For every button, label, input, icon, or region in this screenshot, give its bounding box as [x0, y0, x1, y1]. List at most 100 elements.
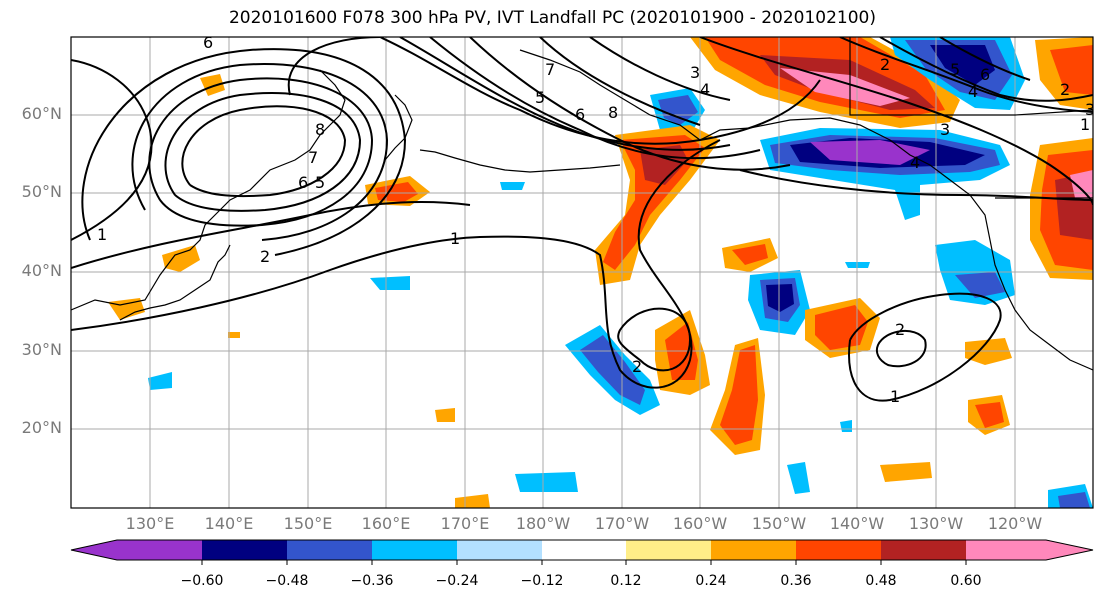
contour-label: 2 — [632, 357, 642, 376]
longitude-label: 120°W — [987, 514, 1043, 533]
coastlines — [71, 37, 1093, 371]
negative-anomaly-region — [1058, 492, 1090, 508]
map-frame — [70, 36, 1094, 509]
colorbar-tick-label: −0.12 — [520, 573, 564, 589]
longitude-label: 150°E — [283, 514, 333, 533]
colorbar-segment — [626, 540, 711, 560]
colorbar-segment — [966, 540, 1046, 560]
contour-label: 4 — [910, 153, 920, 172]
longitude-label: 150°W — [751, 514, 807, 533]
colorbar-segment — [287, 540, 372, 560]
colorbar-tick-label: 0.12 — [610, 573, 642, 589]
negative-anomaly-region — [658, 95, 698, 125]
colorbar-segment — [796, 540, 881, 560]
contour-label: 2 — [880, 55, 890, 74]
colorbar — [70, 539, 1094, 565]
longitude-label: 180°W — [515, 514, 571, 533]
negative-anomaly-region — [370, 276, 410, 290]
negative-anomaly-region — [766, 284, 794, 312]
negative-anomaly-region — [955, 272, 1005, 298]
contour-label: 8 — [608, 103, 618, 122]
colorbar-segment — [542, 540, 626, 560]
contour-label: 8 — [315, 120, 325, 139]
longitude-label: 160°W — [672, 514, 728, 533]
contour-label: 7 — [545, 60, 555, 79]
positive-anomaly-region — [228, 332, 240, 338]
positive-anomaly-region — [455, 494, 490, 508]
contour-label: 7 — [308, 148, 318, 167]
colorbar-segment — [881, 540, 966, 560]
contour-label: 6 — [980, 65, 990, 84]
colorbar-tick-label: 0.36 — [780, 573, 812, 589]
japan-coastline — [119, 244, 231, 321]
north-america-border — [849, 37, 1093, 116]
colorbar-tick-label: 0.24 — [695, 573, 727, 589]
asia-coastline — [71, 69, 346, 311]
negative-anomaly-region — [500, 182, 525, 190]
longitude-label: 130°W — [908, 514, 964, 533]
latitude-label: 30°N — [21, 340, 62, 359]
colorbar-tick-label: −0.24 — [435, 573, 479, 589]
positive-anomaly-region — [1050, 45, 1093, 95]
contour-label: 3 — [940, 120, 950, 139]
negative-anomaly-region — [840, 420, 852, 432]
negative-anomaly-region — [515, 472, 578, 492]
contour-label: 1 — [890, 387, 900, 406]
colorbar-segment — [202, 540, 287, 560]
contour-label: 5 — [315, 173, 325, 192]
latitude-label: 50°N — [21, 182, 62, 201]
contour-label: 2 — [260, 247, 270, 266]
colorbar-segment — [457, 540, 542, 560]
longitude-label: 170°W — [594, 514, 650, 533]
colorbar-tick-label: −0.36 — [350, 573, 394, 589]
kamchatka-coastline — [384, 94, 413, 161]
negative-anomaly-region — [930, 45, 995, 85]
map-title: 2020101600 F078 300 hPa PV, IVT Landfall… — [228, 8, 876, 28]
positive-anomaly-region — [732, 244, 768, 265]
longitude-label: 160°E — [361, 514, 411, 533]
negative-anomaly-region — [148, 372, 172, 390]
negative-anomaly-region — [787, 462, 810, 494]
pv-contours — [71, 37, 1093, 402]
colorbar-upper-extension — [1046, 540, 1093, 560]
positive-anomaly-region — [162, 245, 200, 272]
positive-anomaly-region — [780, 68, 910, 106]
positive-anomaly-region — [720, 345, 758, 445]
longitude-label: 140°W — [829, 514, 885, 533]
latitude-label: 60°N — [21, 104, 62, 123]
contour-label: 4 — [968, 82, 978, 101]
longitude-label: 140°E — [204, 514, 254, 533]
contour-label: 5 — [950, 60, 960, 79]
colorbar-tick-label: −0.48 — [265, 573, 309, 589]
contour-label: 6 — [298, 173, 308, 192]
contour-label: 1 — [450, 229, 460, 248]
colorbar-tick-label: 0.60 — [950, 573, 982, 589]
colorbar-segment — [372, 540, 457, 560]
latitude-label: 20°N — [21, 418, 62, 437]
positive-anomaly-region — [200, 74, 225, 96]
contour-label: 1 — [1080, 115, 1090, 134]
colorbar-tick-label: −0.60 — [180, 573, 224, 589]
contour-label: 2 — [1060, 80, 1070, 99]
colorbar-segment — [711, 540, 796, 560]
contour-label: 6 — [203, 33, 213, 52]
contour-label: 4 — [700, 80, 710, 99]
colorbar-tick-label: 0.48 — [865, 573, 897, 589]
longitude-label: 170°E — [440, 514, 490, 533]
contour-labels: 6 8 7 6 5 1 2 1 2 1 8 6 5 7 4 3 2 4 3 5 … — [97, 33, 1095, 406]
positive-anomaly-region — [435, 408, 455, 422]
contour-label: 5 — [535, 88, 545, 107]
positive-anomaly-region — [108, 298, 145, 320]
contour-label: 2 — [895, 320, 905, 339]
contour-label: 1 — [97, 225, 107, 244]
alaska-coastline — [519, 49, 1093, 371]
contour-label: 3 — [1085, 100, 1095, 119]
colorbar-segment — [117, 540, 202, 560]
positive-anomaly-region — [815, 305, 868, 350]
contour-label: 3 — [690, 63, 700, 82]
negative-anomaly-region — [810, 140, 930, 165]
negative-anomaly-region — [580, 335, 645, 405]
latitude-label: 40°N — [21, 261, 62, 280]
positive-anomaly-region — [880, 462, 932, 482]
